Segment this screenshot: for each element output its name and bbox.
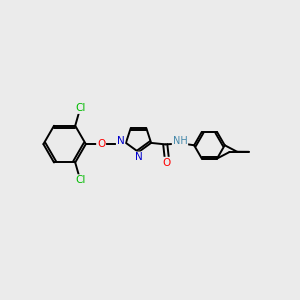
- Text: O: O: [163, 158, 171, 168]
- Text: N: N: [117, 136, 124, 146]
- Text: N: N: [135, 152, 142, 162]
- Text: NH: NH: [172, 136, 187, 146]
- Text: O: O: [97, 139, 105, 149]
- Text: Cl: Cl: [75, 175, 86, 185]
- Text: Cl: Cl: [75, 103, 86, 113]
